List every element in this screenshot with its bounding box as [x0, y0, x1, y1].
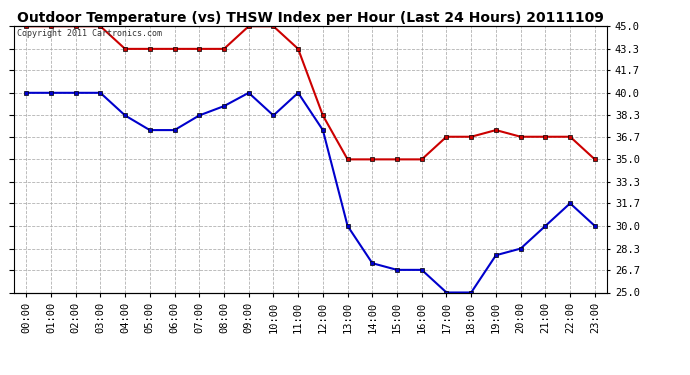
Title: Outdoor Temperature (vs) THSW Index per Hour (Last 24 Hours) 20111109: Outdoor Temperature (vs) THSW Index per … [17, 11, 604, 25]
Text: Copyright 2011 Cartronics.com: Copyright 2011 Cartronics.com [17, 29, 161, 38]
